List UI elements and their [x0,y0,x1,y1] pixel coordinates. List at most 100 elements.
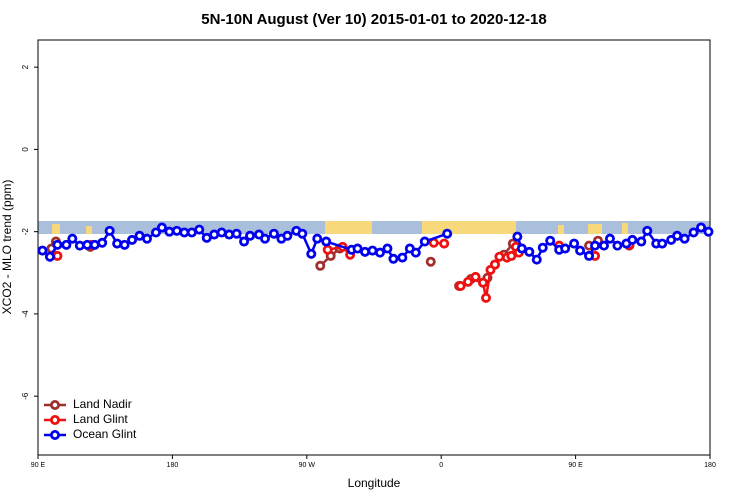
point [374,247,385,258]
point [224,229,235,240]
point [612,240,623,251]
point [604,233,615,244]
point [297,228,308,239]
point [688,227,699,238]
point [360,246,371,257]
x-tick-label: 180 [167,462,179,469]
point [480,292,491,303]
point [516,243,527,254]
land-patch [52,224,60,234]
point [259,233,270,244]
point [321,236,332,247]
point [282,230,293,241]
land-patch [588,224,602,234]
point [119,239,130,250]
x-tick-label: 180 [704,462,716,469]
point [352,243,363,254]
point [231,228,242,239]
point [524,246,535,257]
point [537,242,548,253]
point [636,236,647,247]
point [463,276,474,287]
point [410,247,421,258]
point [598,240,609,251]
point [494,251,505,262]
point [52,250,63,261]
land-patch [558,225,564,234]
y-tick-label: 2 [21,64,30,69]
point [455,280,466,291]
point [388,253,399,264]
point [470,271,481,282]
point [142,233,153,244]
point [657,238,668,249]
legend-swatch [50,414,61,425]
point [575,245,586,256]
point [127,234,138,245]
y-tick-label: -6 [21,392,30,400]
point [425,256,436,267]
point [61,239,72,250]
land-patch [325,221,372,234]
y-tick-label: 0 [21,147,30,152]
point [442,228,453,239]
point [156,222,167,233]
point [268,228,279,239]
point [560,243,571,254]
point [37,245,48,256]
y-tick-label: -2 [21,228,30,236]
point [194,224,205,235]
legend-swatch [50,429,61,440]
legend-label: Land Nadir [73,397,132,411]
legend-label: Ocean Glint [73,427,137,441]
point [150,227,161,238]
point [545,235,556,246]
point [112,238,123,249]
point [44,251,55,262]
land-patch [422,221,516,234]
point [97,237,108,248]
x-tick-label: 90 W [299,462,316,469]
point [512,231,523,242]
point [627,234,638,245]
point [590,240,601,251]
land-patch [86,226,92,234]
point [584,250,595,261]
point [171,225,182,236]
chart-title: 5N-10N August (Ver 10) 2015-01-01 to 202… [201,11,546,28]
point [506,250,517,261]
point [382,243,393,254]
series [37,222,714,265]
point [397,252,408,263]
point [703,226,714,237]
land-patch [622,223,628,234]
point [489,259,500,270]
point [439,238,450,249]
legend-label: Land Glint [73,412,128,426]
point [322,244,333,255]
point [104,225,115,236]
point [312,233,323,244]
point [478,277,489,288]
y-tick-label: -4 [21,310,30,318]
point [67,233,78,244]
point [306,248,317,259]
point [531,254,542,265]
ocean-strip [38,221,710,234]
x-axis-label: Longitude [348,476,401,490]
plot-frame [37,39,711,456]
point [315,260,326,271]
point [74,240,85,251]
point [201,232,212,243]
x-tick-label: 90 E [568,462,583,469]
point [52,239,63,250]
point [569,238,580,249]
legend-swatch [50,399,61,410]
x-tick-label: 90 E [31,462,46,469]
x-tick-label: 0 [439,462,443,469]
point [679,233,690,244]
point [239,236,250,247]
point [245,230,256,241]
y-axis-label: XCO2 - MLO trend (ppm) [0,180,14,315]
